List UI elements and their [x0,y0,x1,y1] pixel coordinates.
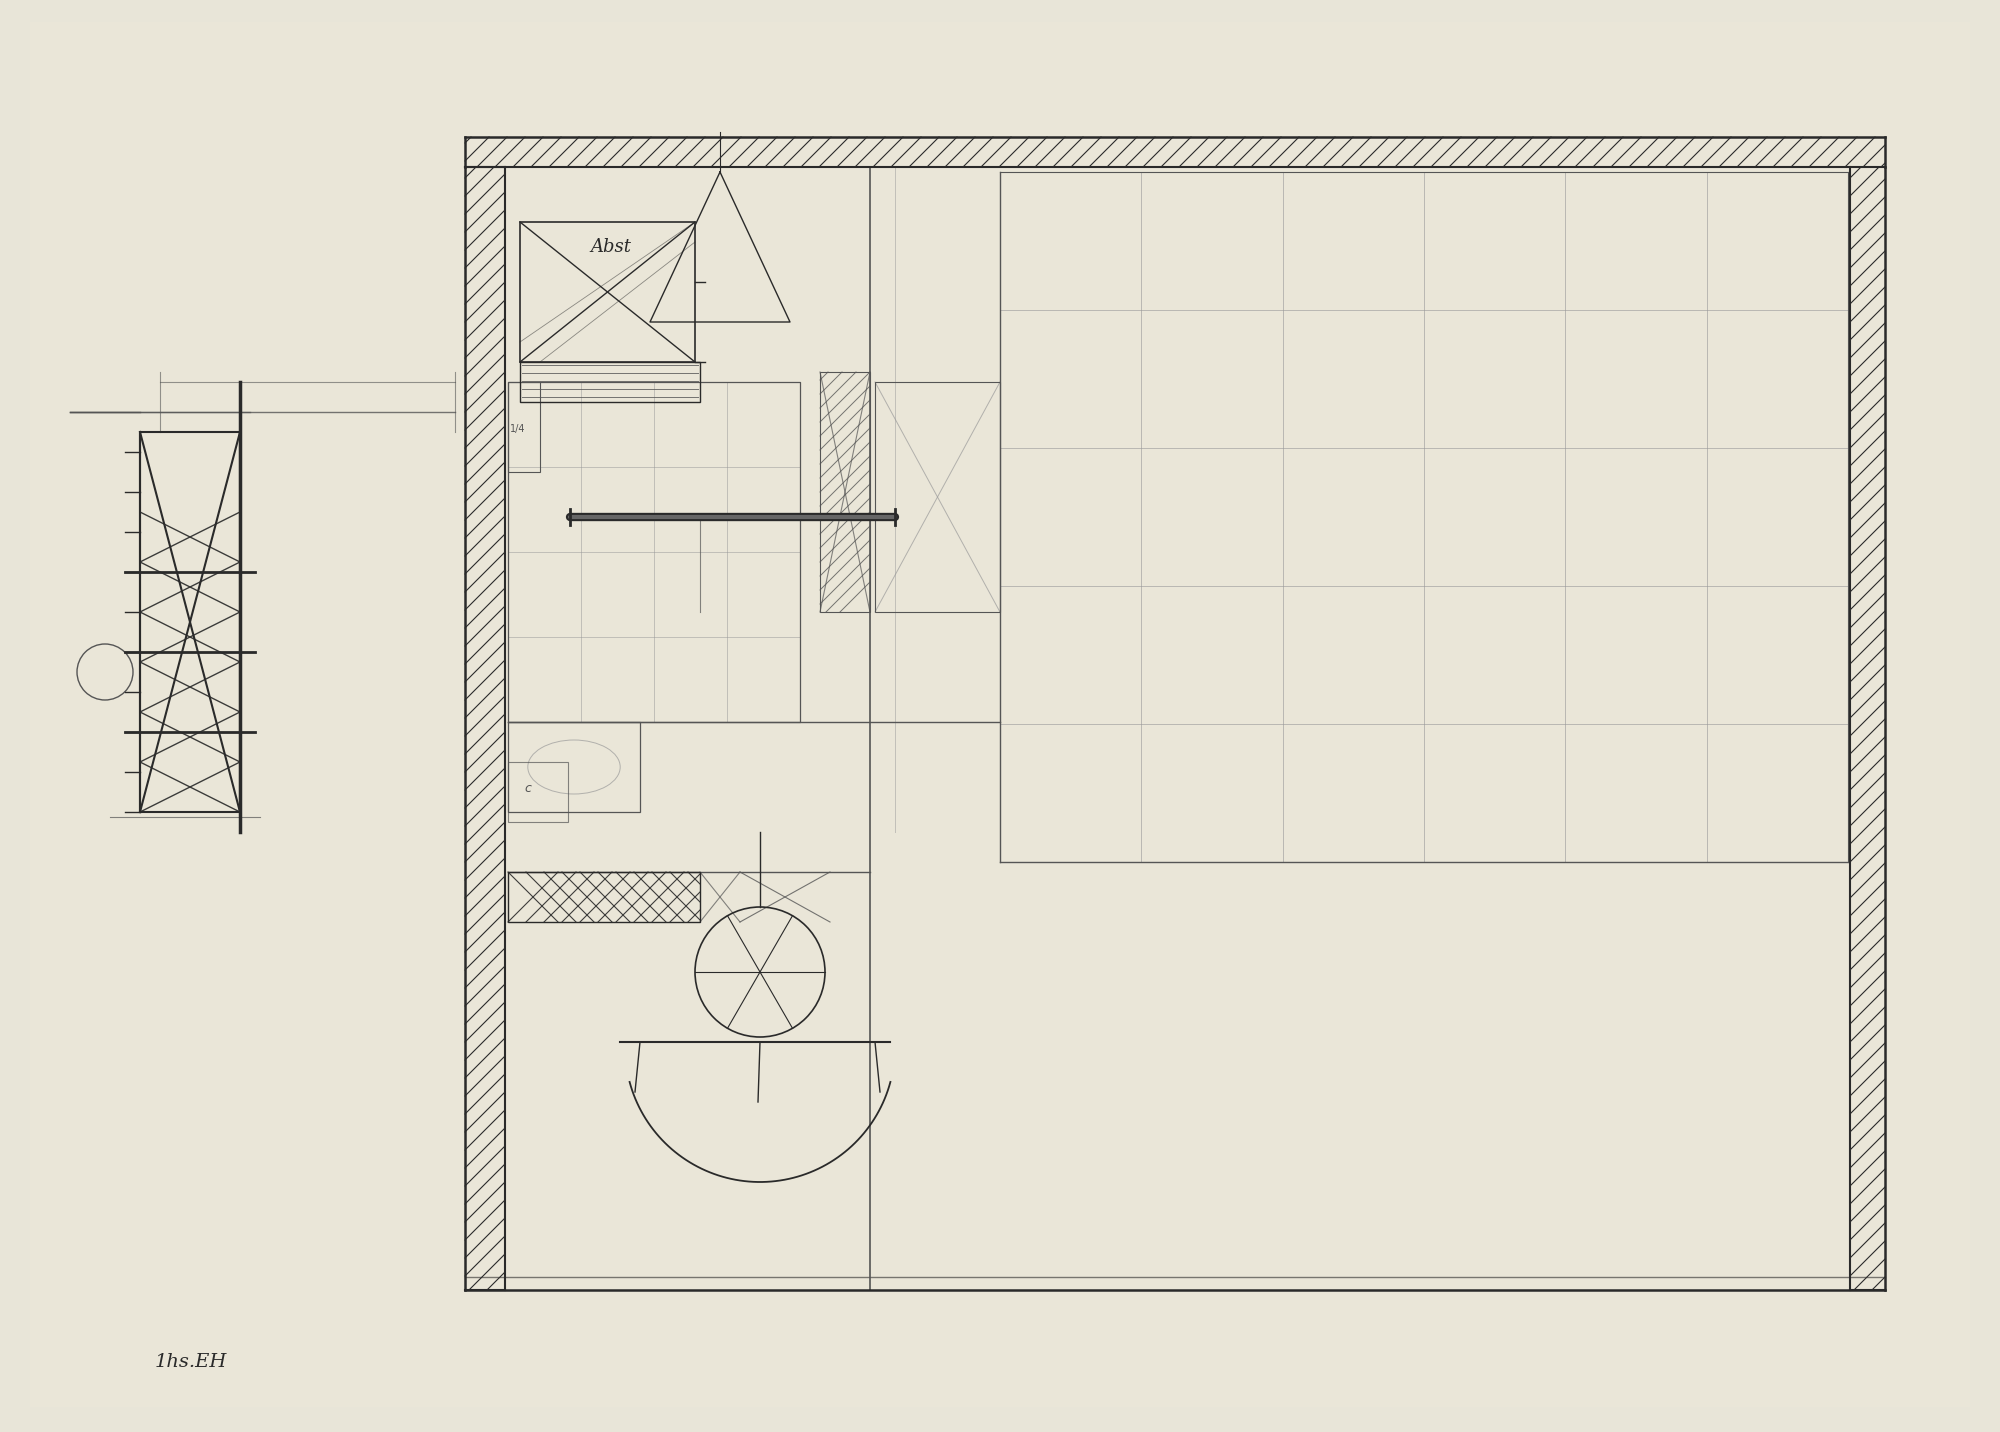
Bar [876,382,1000,611]
Text: 1/4: 1/4 [510,424,526,434]
Bar [508,722,640,812]
Text: 1hs.EH: 1hs.EH [156,1353,228,1370]
Bar [520,362,700,402]
Bar [508,872,700,922]
Bar [820,372,870,611]
Text: Abst: Abst [590,238,632,256]
Bar [508,382,540,473]
Bar [520,222,696,362]
Bar [508,762,568,822]
Text: c: c [524,782,530,795]
